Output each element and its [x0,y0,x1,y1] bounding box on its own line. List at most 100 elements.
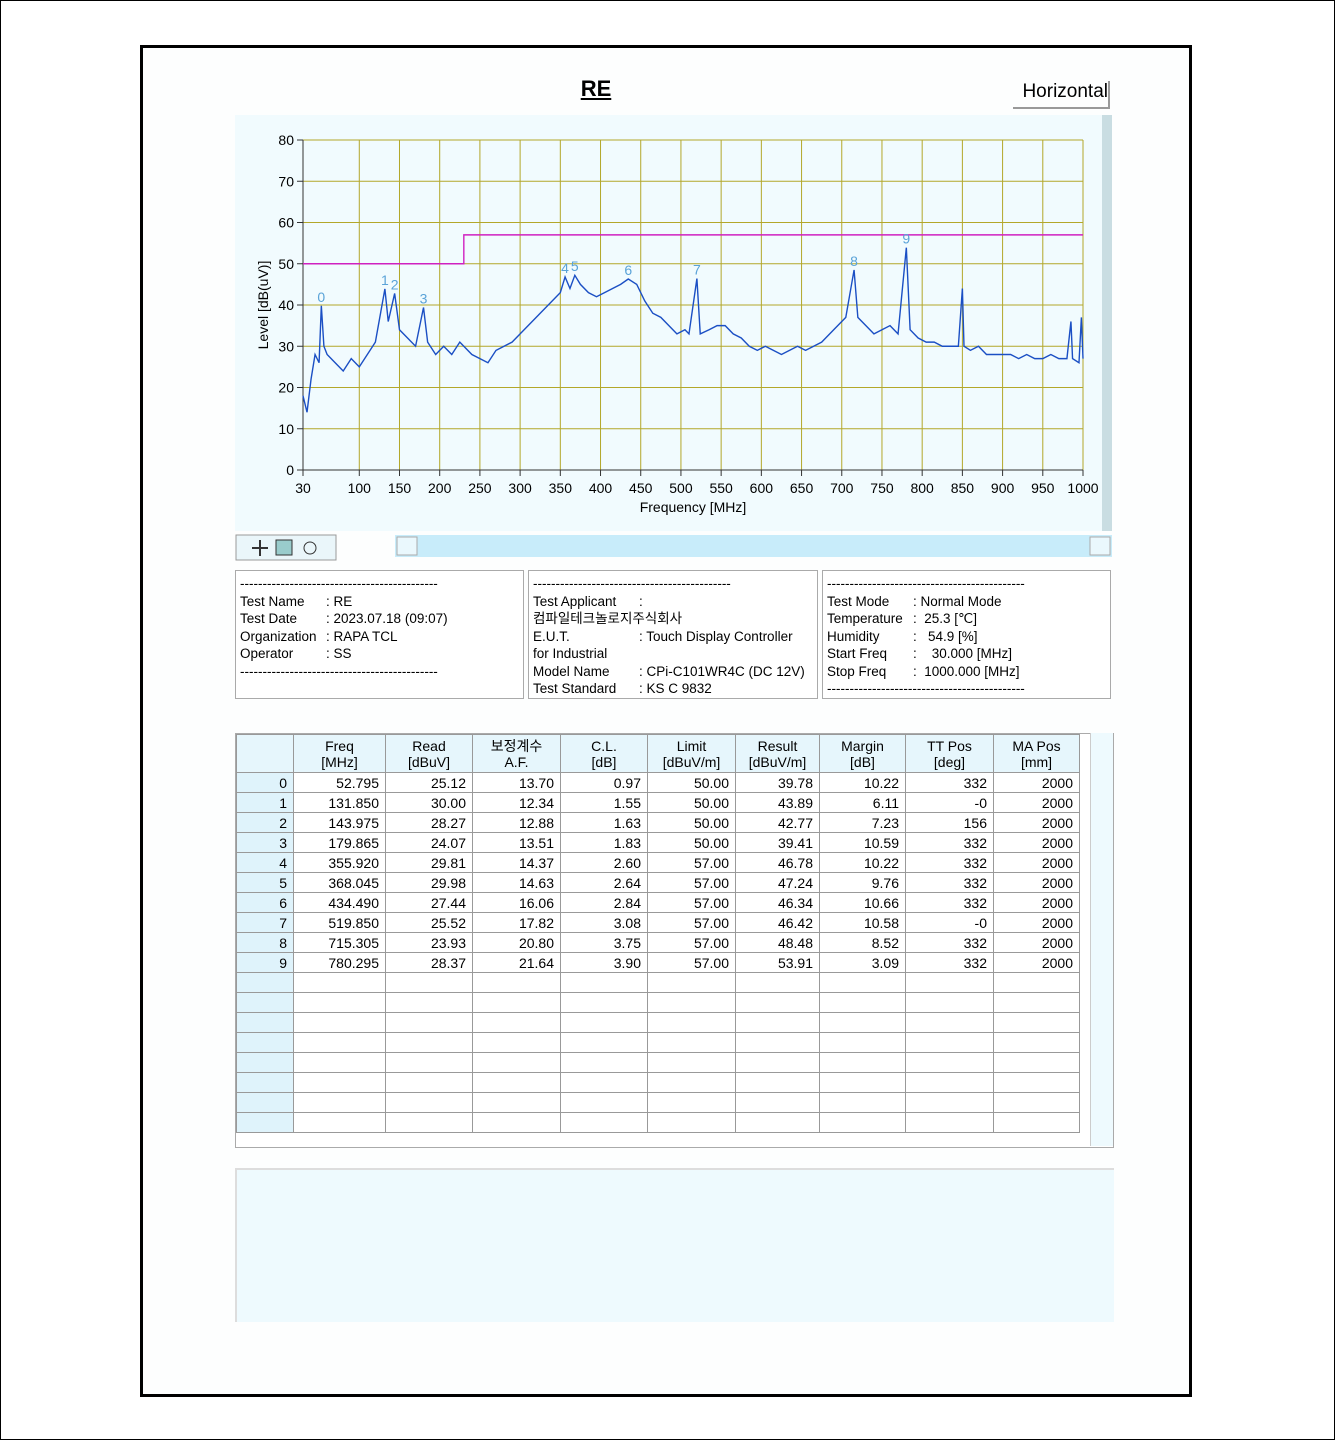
cell: 3.90 [560,952,648,973]
cell: 50.00 [647,812,736,833]
row-index: 4 [236,852,294,873]
empty-cell [236,1072,294,1093]
table-row: 5 368.045 29.98 14.63 2.64 57.00 47.24 9.76 332 2… [236,872,1080,893]
cell: 2000 [993,772,1080,793]
cell: 2000 [993,952,1080,973]
cell: 16.06 [472,892,561,913]
row-index: 9 [236,952,294,973]
scroll-right[interactable] [1089,536,1111,556]
row-index: 1 [236,792,294,813]
x-tick-label: 700 [830,480,854,496]
empty-cell [819,992,906,1013]
column-header: Margin [dB] [819,734,906,773]
empty-cell [293,1032,386,1053]
peak-marker: 9 [902,231,910,247]
header-line: MA Pos [1012,737,1061,754]
x-tick-label: 400 [589,480,613,496]
empty-cell [905,1012,994,1033]
x-tick-label: 100 [348,480,372,496]
cell: 6.11 [819,792,906,813]
cell: -0 [905,912,994,933]
info-label: Temperature [827,611,903,626]
cell: 39.41 [735,832,820,853]
cell: 57.00 [647,952,736,973]
cursor-tool[interactable] [252,540,268,556]
empty-cell [993,1072,1080,1093]
x-tick-label: 350 [549,480,573,496]
peak-marker: 1 [381,272,389,288]
x-tick-label: 800 [910,480,934,496]
header-line: Read [412,737,446,754]
series-line [302,247,1084,413]
cell: 57.00 [647,852,736,873]
chart-panel [235,115,1110,531]
cell: 52.795 [293,772,386,793]
pan-tool[interactable] [303,541,317,555]
cell: 50.00 [647,832,736,853]
empty-cell [236,1112,294,1133]
empty-cell [647,1112,736,1133]
cell: 43.89 [735,792,820,813]
info-line: ----------------------------------------… [529,575,817,593]
cell: 131.850 [293,792,386,813]
cell: -0 [905,792,994,813]
y-tick-label: 0 [286,462,294,478]
empty-cell [293,1092,386,1113]
info-value: : CPi-C101WR4C (DC 12V) [639,663,805,679]
empty-cell [735,1112,820,1133]
cell: 57.00 [647,912,736,933]
cell: 332 [905,772,994,793]
empty-cell [993,1052,1080,1073]
empty-cell [293,1112,386,1133]
cell: 28.37 [385,952,473,973]
h-scrollbar[interactable] [395,535,1112,557]
cell: 42.77 [735,812,820,833]
zoom-tool[interactable] [275,539,293,556]
info-line: Operator: SS [236,645,523,663]
table-row: 6 434.490 27.44 16.06 2.84 57.00 46.34 10.66 332… [236,892,1080,913]
empty-cell [993,1112,1080,1133]
column-header: Read [dBuV] [385,734,473,773]
cell: 29.81 [385,852,473,873]
cell: 780.295 [293,952,386,973]
cell: 156 [905,812,994,833]
header-line: TT Pos [927,737,972,754]
empty-row [236,1052,1080,1073]
info-label: Test Standard [533,681,617,696]
empty-cell [647,972,736,993]
info-rule: ----------------------------------------… [533,576,731,591]
scroll-left[interactable] [396,536,418,556]
info-line: 컴파일테크놀로지주식회사 [529,610,817,628]
x-tick-label: 950 [1031,480,1055,496]
info-panel: ----------------------------------------… [235,570,524,699]
row-index: 5 [236,872,294,893]
table-row: 4 355.920 29.81 14.37 2.60 57.00 46.78 10.22 332… [236,852,1080,873]
column-header: Freq [MHz] [293,734,386,773]
info-line: ----------------------------------------… [236,575,523,593]
cell: 2000 [993,912,1080,933]
empty-cell [236,972,294,993]
empty-row [236,1112,1080,1133]
cell: 46.78 [735,852,820,873]
column-header: Result [dBuV/m] [735,734,820,773]
info-line: ----------------------------------------… [236,663,523,681]
empty-cell [905,1112,994,1133]
info-rule: ----------------------------------------… [827,681,1025,696]
empty-cell [236,1052,294,1073]
cell: 13.70 [472,772,561,793]
empty-cell [735,1092,820,1113]
header-line: [deg] [933,753,966,770]
table-row: 7 519.850 25.52 17.82 3.08 57.00 46.42 10.58 -0 2… [236,912,1080,933]
cell: 3.09 [819,952,906,973]
cell: 9.76 [819,872,906,893]
cell: 2000 [993,832,1080,853]
empty-cell [993,972,1080,993]
cell: 10.58 [819,912,906,933]
empty-cell [472,992,561,1013]
info-label: Organization [240,628,317,644]
x-tick-label: 300 [508,480,532,496]
v-scrollbar[interactable] [1090,733,1113,1146]
cell: 57.00 [647,872,736,893]
empty-cell [993,1032,1080,1053]
